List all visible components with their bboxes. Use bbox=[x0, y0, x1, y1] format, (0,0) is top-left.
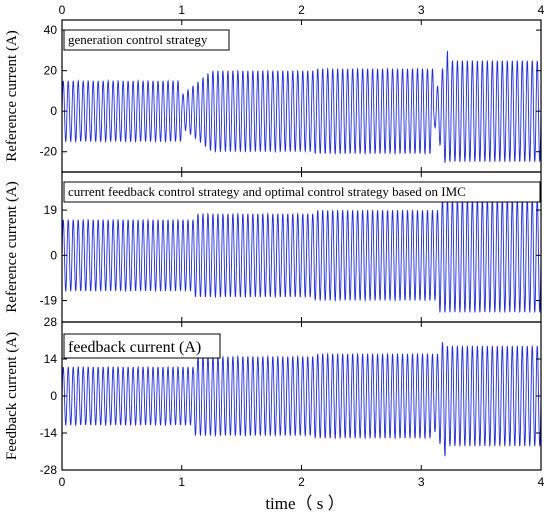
panel-1: -20 0 20 40 Reference current (A) generation … bbox=[4, 19, 542, 173]
annotation-text: generation control strategy bbox=[68, 32, 208, 47]
panel-2: -19 0 19 Reference current (A) current feedb… bbox=[4, 171, 542, 323]
y-tick-label: 0 bbox=[50, 248, 57, 262]
annotation-box bbox=[63, 29, 230, 51]
bottom-x-axis: 0 1 2 3 4 bbox=[59, 475, 545, 489]
y-tick-label: -28 bbox=[40, 463, 58, 477]
y-axis-label: Feedback current (A) bbox=[4, 332, 20, 460]
y-tick-label: 19 bbox=[44, 203, 58, 217]
top-x-axis: 0 1 2 3 4 bbox=[59, 3, 545, 17]
x-tick-label-top: 2 bbox=[298, 3, 305, 17]
series-line-panel-1 bbox=[61, 50, 542, 163]
x-tick-label-top: 4 bbox=[538, 3, 545, 17]
annotation-text: feedback current (A) bbox=[68, 339, 201, 356]
y-axis-label: Reference current (A) bbox=[4, 181, 20, 313]
y-tick-label: 14 bbox=[44, 352, 58, 366]
x-tick-label-top: 3 bbox=[418, 3, 425, 17]
y-tick-label: -19 bbox=[40, 294, 58, 308]
chart-panels: -20 0 20 40 Reference current (A) generation … bbox=[4, 19, 542, 477]
series-line-panel-2 bbox=[61, 197, 542, 313]
y-tick-label: -14 bbox=[40, 426, 58, 440]
y-tick-label: 0 bbox=[50, 104, 57, 118]
x-tick-label-top: 0 bbox=[59, 3, 66, 17]
annotation-box bbox=[63, 181, 541, 203]
y-axis-label: Reference current (A) bbox=[4, 30, 20, 162]
x-tick-label: 1 bbox=[178, 475, 185, 489]
y-tick-label: -20 bbox=[40, 145, 58, 159]
y-tick-label: 20 bbox=[44, 64, 58, 78]
x-tick-label: 3 bbox=[418, 475, 425, 489]
y-tick-label: 0 bbox=[50, 389, 57, 403]
y-tick-label: 40 bbox=[44, 23, 58, 37]
x-tick-label-top: 1 bbox=[178, 3, 185, 17]
x-tick-label: 0 bbox=[59, 475, 66, 489]
x-axis-label: time（ s ） bbox=[265, 494, 344, 513]
series-line-panel-3 bbox=[61, 341, 542, 457]
annotation-text: current feedback control strategy and op… bbox=[68, 184, 466, 199]
annotation-box bbox=[63, 333, 221, 359]
y-tick-label: 28 bbox=[44, 315, 58, 329]
x-tick-label: 4 bbox=[538, 475, 545, 489]
x-tick-label: 2 bbox=[298, 475, 305, 489]
panel-3: -28 -14 0 14 28 Feedback current (A) feedback … bbox=[4, 315, 542, 477]
